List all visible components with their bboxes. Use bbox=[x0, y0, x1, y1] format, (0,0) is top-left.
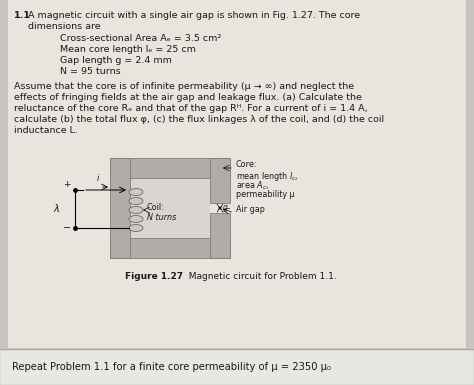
Text: λ: λ bbox=[53, 204, 59, 214]
Text: Coil:: Coil: bbox=[147, 203, 165, 212]
Text: −: − bbox=[63, 223, 71, 233]
Text: N turns: N turns bbox=[147, 213, 176, 222]
Text: Core:: Core: bbox=[236, 160, 257, 169]
Bar bbox=[110, 238, 230, 258]
Text: Magnetic circuit for Problem 1.1.: Magnetic circuit for Problem 1.1. bbox=[183, 272, 337, 281]
Ellipse shape bbox=[129, 224, 143, 231]
Text: calculate (b) the total flux φ, (c) the flux linkages λ of the coil, and (d) the: calculate (b) the total flux φ, (c) the … bbox=[14, 115, 384, 124]
Text: Repeat Problem 1.1 for a finite core permeability of μ = 2350 μ₀: Repeat Problem 1.1 for a finite core per… bbox=[12, 362, 331, 372]
Text: i: i bbox=[97, 174, 100, 183]
Text: Figure 1.27: Figure 1.27 bbox=[125, 272, 183, 281]
Ellipse shape bbox=[129, 198, 143, 204]
Text: Mean core length lₑ = 25 cm: Mean core length lₑ = 25 cm bbox=[60, 45, 196, 54]
Bar bbox=[210, 213, 230, 258]
Text: Assume that the core is of infinite permeability (μ → ∞) and neglect the: Assume that the core is of infinite perm… bbox=[14, 82, 354, 91]
Text: area $A_c$,: area $A_c$, bbox=[236, 180, 269, 192]
Bar bbox=[0, 350, 474, 385]
Ellipse shape bbox=[129, 206, 143, 214]
Bar bbox=[110, 158, 230, 178]
Bar bbox=[210, 158, 230, 203]
Ellipse shape bbox=[129, 189, 143, 196]
Text: effects of fringing fields at the air gap and leakage flux. (a) Calculate the: effects of fringing fields at the air ga… bbox=[14, 93, 362, 102]
Text: Air gap: Air gap bbox=[236, 205, 265, 214]
Bar bbox=[110, 158, 130, 258]
Text: 1.1: 1.1 bbox=[14, 11, 31, 20]
Text: inductance L.: inductance L. bbox=[14, 126, 78, 135]
Text: Cross-sectional Area Aₑ = 3.5 cm²: Cross-sectional Area Aₑ = 3.5 cm² bbox=[60, 34, 221, 43]
Text: dimensions are: dimensions are bbox=[28, 22, 100, 31]
Text: reluctance of the core Rₑ and that of the gap Rᴴ. For a current of i = 1.4 A,: reluctance of the core Rₑ and that of th… bbox=[14, 104, 368, 113]
Ellipse shape bbox=[129, 216, 143, 223]
Text: Gap length g = 2.4 mm: Gap length g = 2.4 mm bbox=[60, 56, 172, 65]
Bar bbox=[130, 178, 210, 238]
Text: permeability μ: permeability μ bbox=[236, 190, 295, 199]
Text: A magnetic circuit with a single air gap is shown in Fig. 1.27. The core: A magnetic circuit with a single air gap… bbox=[28, 11, 360, 20]
Text: mean length $l_c$,: mean length $l_c$, bbox=[236, 170, 299, 183]
Text: N = 95 turns: N = 95 turns bbox=[60, 67, 120, 76]
Text: +: + bbox=[64, 180, 71, 189]
Text: g: g bbox=[223, 204, 228, 213]
